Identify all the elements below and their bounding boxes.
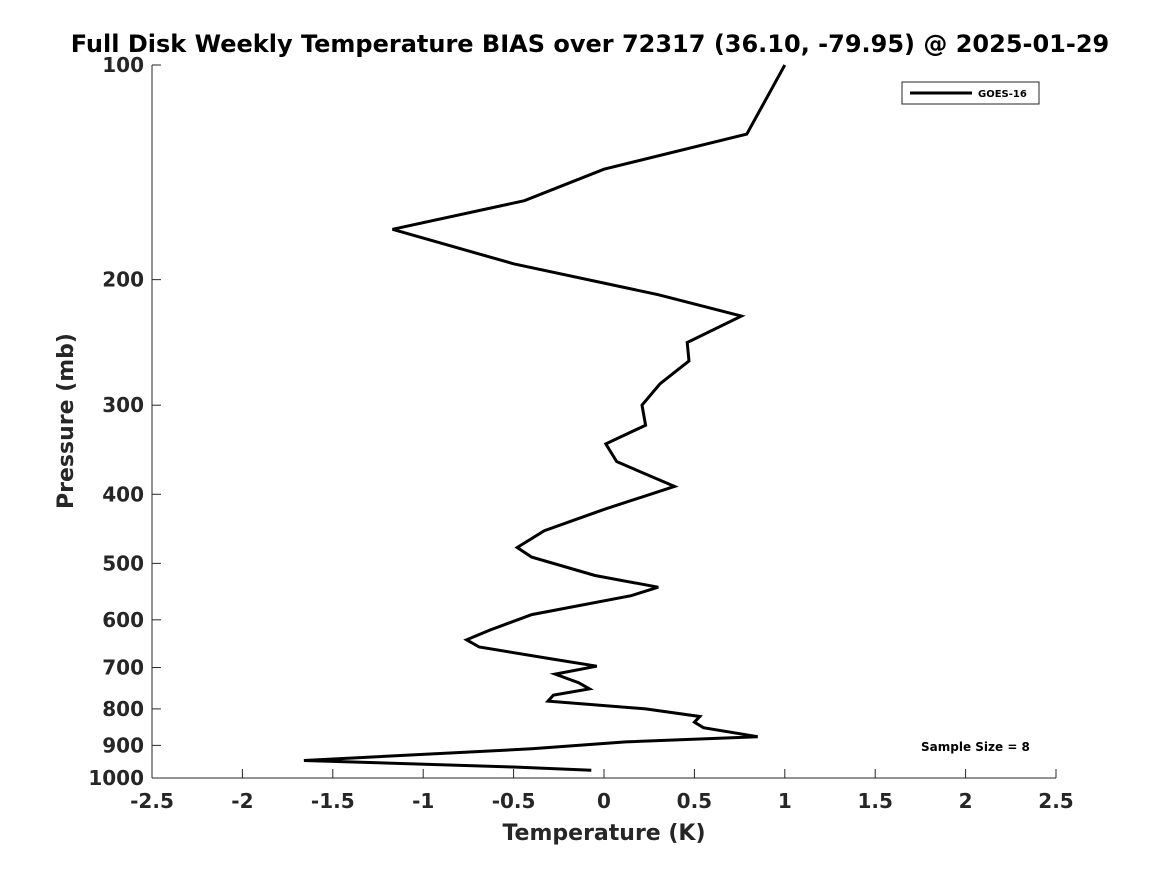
x-tick-label: 2.5 xyxy=(1038,789,1073,813)
y-tick-label: 800 xyxy=(102,697,144,721)
y-ticks: 100 200 300 400 500 600 700 800 900 1000 xyxy=(88,53,161,790)
y-tick-label: 600 xyxy=(102,608,144,632)
x-tick-label: 0.5 xyxy=(677,789,712,813)
x-ticks: -2.5 -2 -1.5 -1 -0.5 0 0.5 1 1.5 2 2.5 xyxy=(130,769,1074,813)
y-tick-label: 100 xyxy=(102,53,144,77)
chart-title: Full Disk Weekly Temperature BIAS over 7… xyxy=(71,30,1110,58)
x-tick-label: 1 xyxy=(778,789,792,813)
x-tick-label: -2.5 xyxy=(130,789,174,813)
x-axis-label: Temperature (K) xyxy=(502,821,705,846)
x-tick-label: 2 xyxy=(959,789,973,813)
x-tick-label: 0 xyxy=(597,789,611,813)
legend-label-goes-16: GOES-16 xyxy=(978,89,1027,100)
series-line-goes-16 xyxy=(303,64,787,772)
y-tick-label: 900 xyxy=(102,733,144,757)
legend: GOES-16 xyxy=(901,81,1040,105)
x-tick-label: -1 xyxy=(412,789,434,813)
y-tick-label: 700 xyxy=(102,656,144,680)
y-tick-label: 200 xyxy=(102,268,144,292)
y-tick-label: 500 xyxy=(102,551,144,575)
sample-size-annotation: Sample Size = 8 xyxy=(921,740,1030,754)
series-layer xyxy=(303,64,787,772)
x-tick-label: -0.5 xyxy=(492,789,536,813)
y-tick-label: 1000 xyxy=(88,766,144,790)
y-axis-label: Pressure (mb) xyxy=(54,333,79,509)
x-tick-label: -2 xyxy=(231,789,253,813)
y-tick-label: 300 xyxy=(102,393,144,417)
x-tick-label: 1.5 xyxy=(857,789,892,813)
x-tick-label: -1.5 xyxy=(311,789,355,813)
y-tick-label: 400 xyxy=(102,482,144,506)
